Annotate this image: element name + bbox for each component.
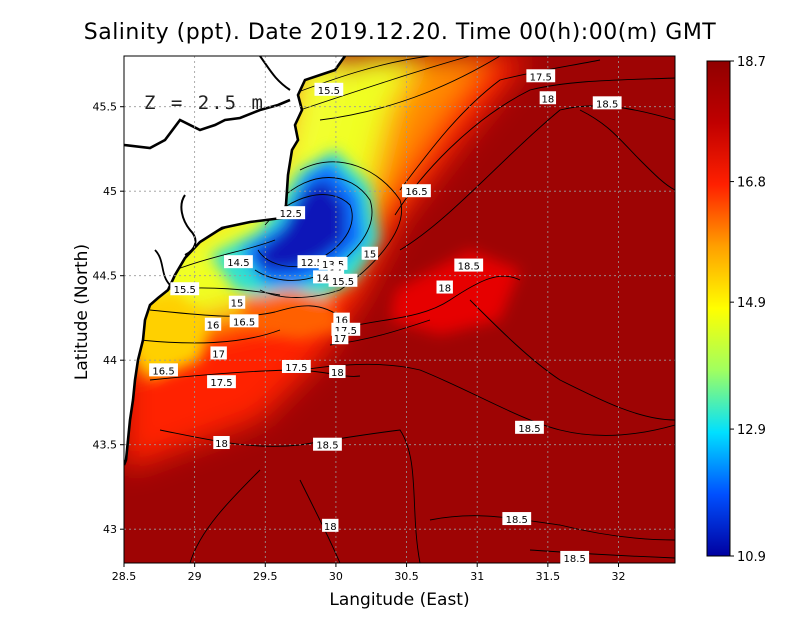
contour-label-bg: [204, 317, 222, 331]
contour-label: 16.5: [233, 317, 255, 328]
contour-label-bg: [149, 363, 178, 377]
colorbar-tick-label: 18.7: [737, 55, 766, 70]
x-tick-label: 29.5: [253, 570, 278, 583]
contour-label-bg: [539, 91, 557, 105]
contour-label-bg: [207, 375, 236, 389]
x-tick-label: 32: [611, 570, 625, 583]
contour-label: 14.5: [316, 273, 338, 284]
contour-label: 17: [334, 334, 347, 345]
x-tick-label: 31: [470, 570, 484, 583]
contour-label: 18.5: [316, 441, 338, 452]
contour-label: 16: [335, 316, 348, 327]
y-tick-label: 44: [103, 354, 117, 367]
plot-frame: [123, 55, 676, 564]
x-tick-label: 29: [188, 570, 202, 583]
land-mask: [124, 56, 347, 466]
contour-label-bg: [515, 420, 544, 434]
contour-label: 15.5: [174, 285, 196, 296]
x-tick-label: 30.5: [394, 570, 419, 583]
contour-label: 14.5: [227, 258, 249, 269]
y-axis: 43 43.5 44 44.5 45 45.5: [93, 101, 124, 536]
contour-labels: 15.517.51818.516.512.51514.512.513.51414…: [149, 69, 622, 565]
y-tick-label: 45: [103, 185, 117, 198]
depth-annotation: Z = 2.5 m: [144, 92, 265, 114]
y-tick-label: 43: [103, 523, 117, 536]
contour-label-bg: [213, 436, 230, 450]
contour-label-bg: [170, 282, 200, 296]
contour-label-bg: [313, 437, 342, 451]
contour-label: 12.5: [301, 258, 323, 269]
contour-label: 18.5: [458, 262, 480, 273]
contour-label-bg: [224, 255, 253, 269]
contour-label: 16.5: [152, 366, 174, 377]
contour-label: 16: [207, 321, 220, 332]
contour-label-bg: [276, 206, 306, 220]
x-axis-label: Langitude (East): [329, 590, 470, 610]
contour-label-bg: [560, 550, 590, 564]
contour-label-bg: [328, 273, 358, 287]
x-tick-label: 31.5: [536, 570, 561, 583]
contour-label: 15.5: [318, 86, 340, 97]
contour-label: 18.5: [506, 515, 528, 526]
contour-label: 18: [215, 439, 228, 450]
contour-label-bg: [329, 365, 346, 379]
x-tick-label: 30: [329, 570, 343, 583]
colorbar-tick-label: 14.9: [737, 296, 766, 311]
contour-label-bg: [210, 346, 227, 360]
contour-label-bg: [331, 331, 349, 345]
contour-label: 12.5: [280, 209, 302, 220]
colorbar-tick-label: 10.9: [737, 550, 766, 565]
grid: [123, 56, 675, 563]
contour-label-bg: [229, 314, 259, 328]
y-tick-label: 45.5: [93, 101, 118, 114]
contour-label-bg: [281, 359, 311, 373]
y-tick-label: 44.5: [93, 270, 118, 283]
contour-label-bg: [436, 280, 453, 294]
colorbar-tick-label: 16.8: [737, 176, 766, 191]
contour-label: 17.5: [210, 378, 232, 389]
contour-label-bg: [228, 295, 246, 309]
contour-label: 18: [331, 368, 344, 379]
contour-label: 17.5: [530, 72, 552, 83]
contour-label-bg: [402, 184, 431, 198]
contour-label: 18.5: [518, 424, 540, 435]
contour-label: 18: [541, 94, 554, 105]
colorbar-ticks: 18.7 16.8 14.9 12.9 10.9: [730, 55, 766, 565]
contour-label: 18.5: [596, 99, 618, 110]
contour-label: 16.5: [405, 187, 427, 198]
colorbar-tick-label: 12.9: [737, 423, 766, 438]
contour-label-bg: [361, 246, 379, 260]
contour-label: 15: [231, 299, 244, 310]
y-axis-label: Latitude (North): [72, 243, 92, 381]
contour-label: 15: [363, 250, 376, 261]
contour-label: 17.5: [285, 363, 307, 374]
colorbar: [706, 60, 731, 557]
contour-label: 17: [212, 349, 225, 360]
x-axis: 28.5 29 29.5 30 30.5 31 31.5 32: [112, 563, 625, 583]
contour-label: 15.5: [332, 277, 354, 288]
contour-label-bg: [322, 518, 339, 532]
contour-label: 18: [438, 284, 451, 295]
contour-label-bg: [314, 82, 344, 96]
contour-label-bg: [526, 69, 556, 83]
x-tick-label: 28.5: [112, 570, 137, 583]
contour-label-bg: [454, 258, 484, 272]
y-tick-label: 43.5: [93, 439, 118, 452]
chart-title: Salinity (ppt). Date 2019.12.20. Time 00…: [83, 20, 717, 45]
contour-label: 18.5: [564, 554, 586, 565]
contour-label-bg: [502, 512, 532, 526]
contour-label-bg: [592, 96, 622, 110]
contour-label-bg: [333, 312, 350, 326]
contour-label: 18: [324, 522, 337, 533]
